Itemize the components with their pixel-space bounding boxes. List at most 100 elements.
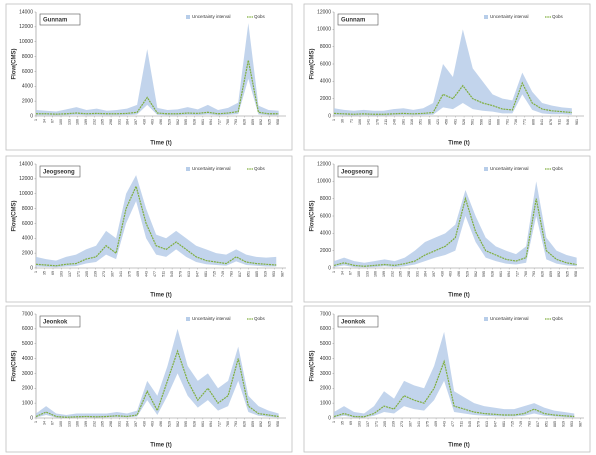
x-tick-label: 199 bbox=[84, 119, 88, 125]
x-tick-label: 783 bbox=[230, 271, 234, 277]
qobs-line bbox=[333, 81, 572, 115]
x-tick-label: 298 bbox=[109, 421, 113, 427]
x-tick-label: 265 bbox=[101, 421, 105, 427]
x-tick-label: 919 bbox=[264, 271, 268, 277]
x-tick-label: 987 bbox=[579, 421, 583, 427]
x-tick-label: 826 bbox=[242, 421, 246, 427]
x-tick-label: 341 bbox=[417, 421, 421, 427]
x-tick-label: 265 bbox=[101, 119, 105, 125]
legend-swatch bbox=[186, 167, 190, 171]
x-tick-label: 375 bbox=[426, 421, 430, 427]
x-tick-label: 176 bbox=[375, 119, 379, 125]
x-tick-label: 246 bbox=[393, 119, 397, 125]
x-tick-label: 647 bbox=[196, 271, 200, 277]
y-tick-label: 8000 bbox=[320, 196, 331, 202]
chart-panel: 0 2000 4000 6000 8000 10000 12000 1 36 71 106 141 17… bbox=[303, 3, 591, 151]
x-tick-label: 661 bbox=[201, 421, 205, 427]
legend-swatch bbox=[186, 317, 190, 321]
y-tick-label: 6000 bbox=[320, 326, 331, 332]
x-tick-label: 430 bbox=[142, 421, 146, 427]
x-tick-label: 661 bbox=[499, 271, 503, 277]
x-tick-label: 628 bbox=[192, 421, 196, 427]
chart-title: Gunnam bbox=[43, 17, 67, 23]
x-tick-label: 579 bbox=[477, 421, 481, 427]
x-tick-label: 919 bbox=[562, 421, 566, 427]
y-tick-label: 2000 bbox=[22, 386, 33, 392]
y-tick-label: 0 bbox=[328, 265, 331, 271]
x-tick-label: 421 bbox=[436, 119, 440, 125]
chart-panel: 0 2000 4000 6000 8000 10000 12000 14000 1 35 69 103… bbox=[5, 155, 293, 303]
x-tick-label: 273 bbox=[102, 271, 106, 277]
x-tick-label: 232 bbox=[92, 421, 96, 427]
x-tick-label: 793 bbox=[234, 119, 238, 125]
y-tick-label: 8000 bbox=[22, 54, 33, 60]
x-tick-label: 281 bbox=[401, 119, 405, 125]
x-tick-label: 34 bbox=[340, 271, 344, 275]
x-tick-label: 1 bbox=[332, 421, 336, 423]
x-tick-label: 199 bbox=[84, 421, 88, 427]
y-tick-label: 10000 bbox=[19, 191, 33, 197]
x-axis-label: Time (t) bbox=[448, 293, 470, 299]
x-tick-label: 430 bbox=[142, 119, 146, 125]
y-tick-label: 10000 bbox=[317, 179, 331, 185]
uncertainty-band bbox=[36, 328, 279, 418]
x-tick-label: 925 bbox=[268, 421, 272, 427]
x-tick-label: 409 bbox=[136, 271, 140, 277]
y-axis-label: Flow(CMS) bbox=[310, 351, 316, 382]
x-tick-label: 981 bbox=[575, 119, 579, 125]
chart-title: Gunnam bbox=[341, 17, 365, 23]
x-axis-label: Time (t) bbox=[448, 141, 470, 147]
x-tick-label: 749 bbox=[221, 271, 225, 277]
x-tick-label: 793 bbox=[234, 421, 238, 427]
x-tick-label: 496 bbox=[159, 119, 163, 125]
x-tick-label: 736 bbox=[514, 119, 518, 125]
x-tick-label: 826 bbox=[540, 271, 544, 277]
y-tick-label: 1000 bbox=[22, 400, 33, 406]
y-tick-label: 2000 bbox=[320, 96, 331, 102]
y-tick-label: 4000 bbox=[22, 84, 33, 90]
x-tick-label: 727 bbox=[515, 271, 519, 277]
x-tick-label: 409 bbox=[434, 421, 438, 427]
x-tick-label: 958 bbox=[276, 119, 280, 125]
legend-label: Qobs bbox=[552, 316, 564, 321]
qobs-line bbox=[35, 349, 279, 418]
x-tick-label: 694 bbox=[507, 271, 511, 277]
y-tick-label: 8000 bbox=[22, 206, 33, 212]
x-tick-label: 806 bbox=[531, 119, 535, 125]
x-tick-label: 69 bbox=[51, 271, 55, 275]
x-tick-label: 141 bbox=[367, 119, 371, 125]
y-tick-label: 0 bbox=[30, 415, 33, 421]
x-tick-label: 133 bbox=[365, 271, 369, 277]
x-tick-label: 859 bbox=[251, 119, 255, 125]
x-tick-label: 613 bbox=[485, 421, 489, 427]
y-tick-label: 10000 bbox=[317, 27, 331, 33]
uncertainty-band bbox=[334, 331, 575, 418]
x-tick-label: 463 bbox=[449, 271, 453, 277]
x-tick-label: 166 bbox=[76, 119, 80, 125]
legend-label: Qobs bbox=[552, 14, 564, 19]
y-tick-label: 0 bbox=[30, 113, 33, 119]
x-tick-label: 67 bbox=[349, 271, 353, 275]
y-tick-label: 0 bbox=[328, 415, 331, 421]
x-tick-label: 511 bbox=[162, 271, 166, 277]
x-tick-label: 199 bbox=[382, 271, 386, 277]
x-tick-label: 307 bbox=[111, 271, 115, 277]
y-tick-label: 2000 bbox=[22, 98, 33, 104]
x-tick-label: 958 bbox=[574, 271, 578, 277]
x-tick-label: 364 bbox=[126, 421, 130, 427]
chart-panel: 0 2000 4000 6000 8000 10000 12000 1 34 67 100 133 16… bbox=[303, 155, 591, 303]
x-tick-label: 681 bbox=[204, 271, 208, 277]
x-tick-label: 760 bbox=[226, 119, 230, 125]
x-tick-label: 443 bbox=[145, 271, 149, 277]
x-tick-label: 628 bbox=[192, 119, 196, 125]
x-tick-label: 946 bbox=[566, 119, 570, 125]
y-tick-label: 12000 bbox=[19, 24, 33, 30]
x-tick-label: 613 bbox=[187, 271, 191, 277]
chart-title: Jeonkok bbox=[43, 319, 68, 325]
x-tick-label: 579 bbox=[179, 271, 183, 277]
chart-panel: 0 1000 2000 3000 4000 5000 6000 7000 1 34 67 100 133… bbox=[5, 305, 293, 453]
x-tick-label: 817 bbox=[536, 421, 540, 427]
x-tick-label: 463 bbox=[151, 119, 155, 125]
x-tick-label: 103 bbox=[59, 271, 63, 277]
x-tick-label: 681 bbox=[502, 421, 506, 427]
